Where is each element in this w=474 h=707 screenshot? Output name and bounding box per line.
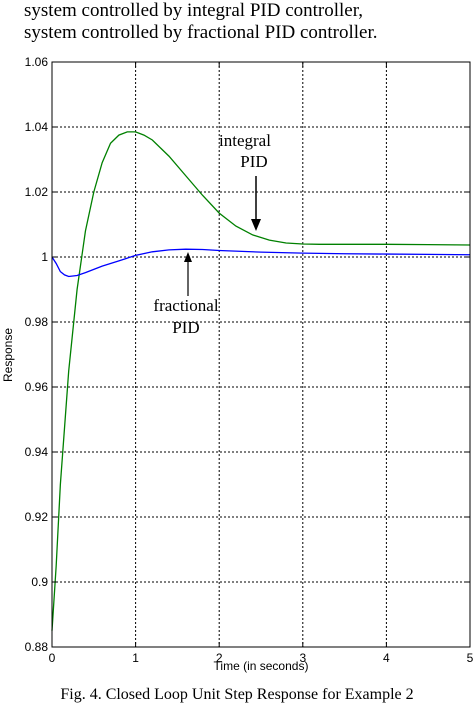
ticks-layer: 0 1 2 3 4 5 0.88 0.9 0.92 0.94 0.96 0.98 1 1.02 1.04 1.… [25, 55, 474, 665]
integral-arrow-head [251, 219, 261, 231]
x-tick-label: 5 [467, 651, 474, 665]
plot-frame [51, 61, 471, 648]
header-line-2: system controlled by fractional PID cont… [24, 22, 378, 43]
y-tick-label: 1.04 [25, 120, 49, 134]
x-tick-label: 4 [383, 651, 390, 665]
series-line-0 [51, 131, 471, 631]
integral-pid-annotation: integral PID [219, 131, 271, 231]
y-tick-label: 0.92 [25, 510, 49, 524]
y-tick-label: 1.06 [25, 55, 49, 69]
x-tick-label: 1 [132, 651, 139, 665]
fractional-label-line1: fractional [153, 296, 218, 315]
y-tick-label: 0.96 [25, 380, 49, 394]
integral-label-line1: integral [219, 131, 271, 150]
plot-area [52, 62, 470, 647]
x-tick-label: 2 [216, 651, 223, 665]
series-line-1 [51, 248, 471, 278]
series-layer [51, 131, 471, 631]
fractional-arrow-head [184, 252, 192, 262]
header-line-1: system controlled by integral PID contro… [24, 0, 364, 21]
y-tick-label: 0.9 [31, 575, 48, 589]
x-tick-label: 3 [299, 651, 306, 665]
y-tick-label: 0.94 [25, 445, 49, 459]
figure-caption: Fig. 4. Closed Loop Unit Step Response f… [60, 686, 414, 703]
x-tick-label: 0 [49, 651, 56, 665]
y-tick-label: 1 [41, 250, 48, 264]
y-tick-label: 0.88 [25, 640, 49, 654]
y-tick-label: 1.02 [25, 185, 49, 199]
fractional-label-line2: PID [172, 318, 199, 337]
fractional-pid-annotation: fractional PID [153, 252, 219, 337]
x-axis-label: Time (in seconds) [214, 659, 309, 673]
y-tick-label: 0.98 [25, 315, 49, 329]
grid-layer [52, 62, 470, 647]
integral-label-line2: PID [240, 152, 267, 171]
y-axis-label: Response [1, 328, 15, 382]
